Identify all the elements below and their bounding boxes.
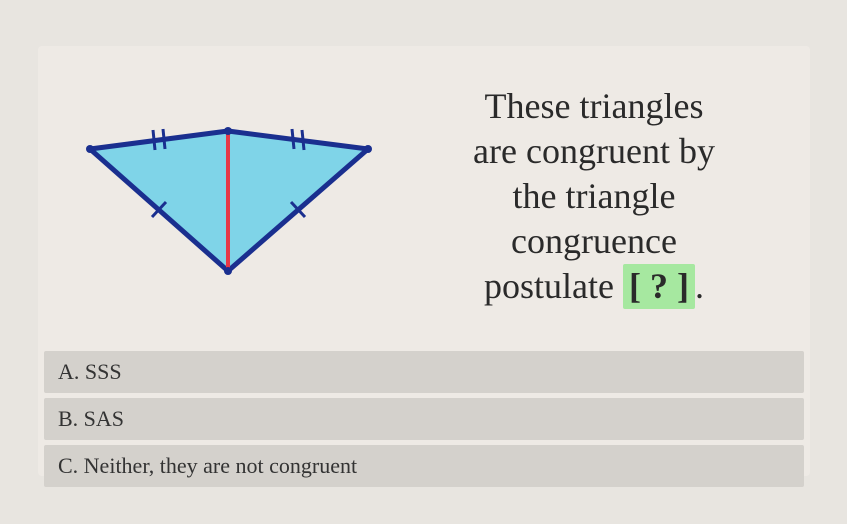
answer-label: A. SSS: [58, 359, 122, 384]
q-line-5-suffix: .: [695, 266, 704, 306]
answer-label: C. Neither, they are not congruent: [58, 453, 357, 478]
q-line-2: are congruent by: [473, 131, 715, 171]
question-card: These triangles are congruent by the tri…: [38, 46, 810, 476]
question-text: These triangles are congruent by the tri…: [473, 84, 715, 309]
answers-list: A. SSS B. SAS C. Neither, they are not c…: [38, 351, 810, 487]
triangle-diagram: [68, 101, 388, 301]
answer-option-a[interactable]: A. SSS: [44, 351, 804, 393]
q-line-1: These triangles: [485, 86, 704, 126]
answer-option-b[interactable]: B. SAS: [44, 398, 804, 440]
answer-blank[interactable]: [ ? ]: [623, 264, 695, 309]
question-text-wrap: These triangles are congruent by the tri…: [398, 56, 790, 336]
diagram-container: [58, 56, 398, 336]
top-area: These triangles are congruent by the tri…: [38, 46, 810, 346]
answer-option-c[interactable]: C. Neither, they are not congruent: [44, 445, 804, 487]
q-line-4: congruence: [511, 221, 677, 261]
q-line-5-prefix: postulate: [484, 266, 623, 306]
answer-label: B. SAS: [58, 406, 124, 431]
q-line-3: the triangle: [513, 176, 676, 216]
